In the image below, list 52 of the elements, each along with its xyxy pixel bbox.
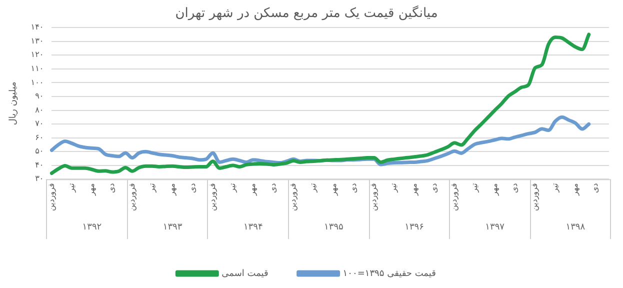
x-tick-label: تیر — [147, 183, 156, 194]
text: ۱۳۹۵ — [324, 222, 344, 232]
legend-label: قیمت اسمی — [222, 268, 268, 279]
x-tick-label: دی — [268, 182, 278, 193]
text: ۱۳۹۳ — [162, 222, 182, 232]
x-tick-label: مهر — [248, 183, 258, 197]
x-tick-label: تیر — [308, 183, 318, 194]
text: ۱۳۹۲ — [82, 222, 102, 232]
y-tick-label: ۹۰ — [35, 92, 44, 101]
y-tick-label: ۱۱۰ — [30, 64, 44, 74]
x-tick-label: تیر — [470, 183, 479, 194]
line-series — [50, 32, 591, 175]
x-tick-label: تیر — [228, 183, 238, 194]
x-tick-label: دی — [590, 182, 600, 193]
x-tick-label: مهر — [328, 183, 338, 197]
y-tick-label: ۶۰ — [35, 132, 44, 142]
y-tick-label: ۵۰ — [35, 146, 44, 156]
y-tick-label: ۱۳۰ — [30, 36, 44, 46]
y-tick-label: ۱۲۰ — [30, 50, 44, 60]
legend-label: قیمت حقیقی ۱۳۹۵=۱۰۰ — [342, 268, 436, 279]
x-tick-label: دی — [510, 182, 520, 193]
x-tick-label: مهر — [168, 183, 177, 197]
text: ۱۳۹۶ — [404, 222, 424, 232]
text: ۱۳۹۸ — [566, 222, 586, 232]
x-tick-label: فروردین — [127, 182, 136, 211]
x-tick-label: فروردین — [450, 182, 459, 211]
x-tick-label: دی — [107, 182, 116, 193]
x-tick-label: دی — [188, 182, 197, 193]
y-tick-label: ۱۰۰ — [30, 78, 44, 87]
text: ۱۳۹۴ — [243, 222, 263, 232]
text: ۱۳۹۷ — [485, 222, 505, 232]
x-tick-label: فروردین — [530, 182, 540, 211]
y-tick-label: ۷۰ — [35, 119, 44, 128]
x-tick-label: مهر — [490, 183, 499, 197]
x-tick-label: تیر — [389, 183, 398, 194]
y-axis-title: میلیون ریال — [8, 81, 19, 126]
chart-title: میانگین قیمت یک متر مربع مسکن در شهر تهران — [175, 5, 438, 22]
x-tick-label: تیر — [66, 183, 76, 194]
x-tick-label: مهر — [409, 183, 418, 197]
x-tick-label: مهر — [570, 183, 580, 197]
y-tick-label: ۳۰ — [35, 174, 44, 184]
x-tick-label: دی — [348, 182, 358, 193]
x-tick-label: دی — [430, 182, 438, 193]
y-tick-label: ۴۰ — [35, 160, 44, 170]
x-tick-label: تیر — [550, 183, 560, 194]
x-tick-label: فروردین — [46, 182, 56, 211]
x-tick-label: فروردین — [369, 182, 378, 211]
x-tick-label: فروردین — [208, 182, 217, 211]
x-tick-label: مهر — [87, 183, 96, 197]
y-tick-label: ۱۴۰ — [30, 22, 44, 32]
y-tick-label: ۸۰ — [35, 105, 44, 114]
x-tick-label: فروردین — [288, 182, 298, 211]
